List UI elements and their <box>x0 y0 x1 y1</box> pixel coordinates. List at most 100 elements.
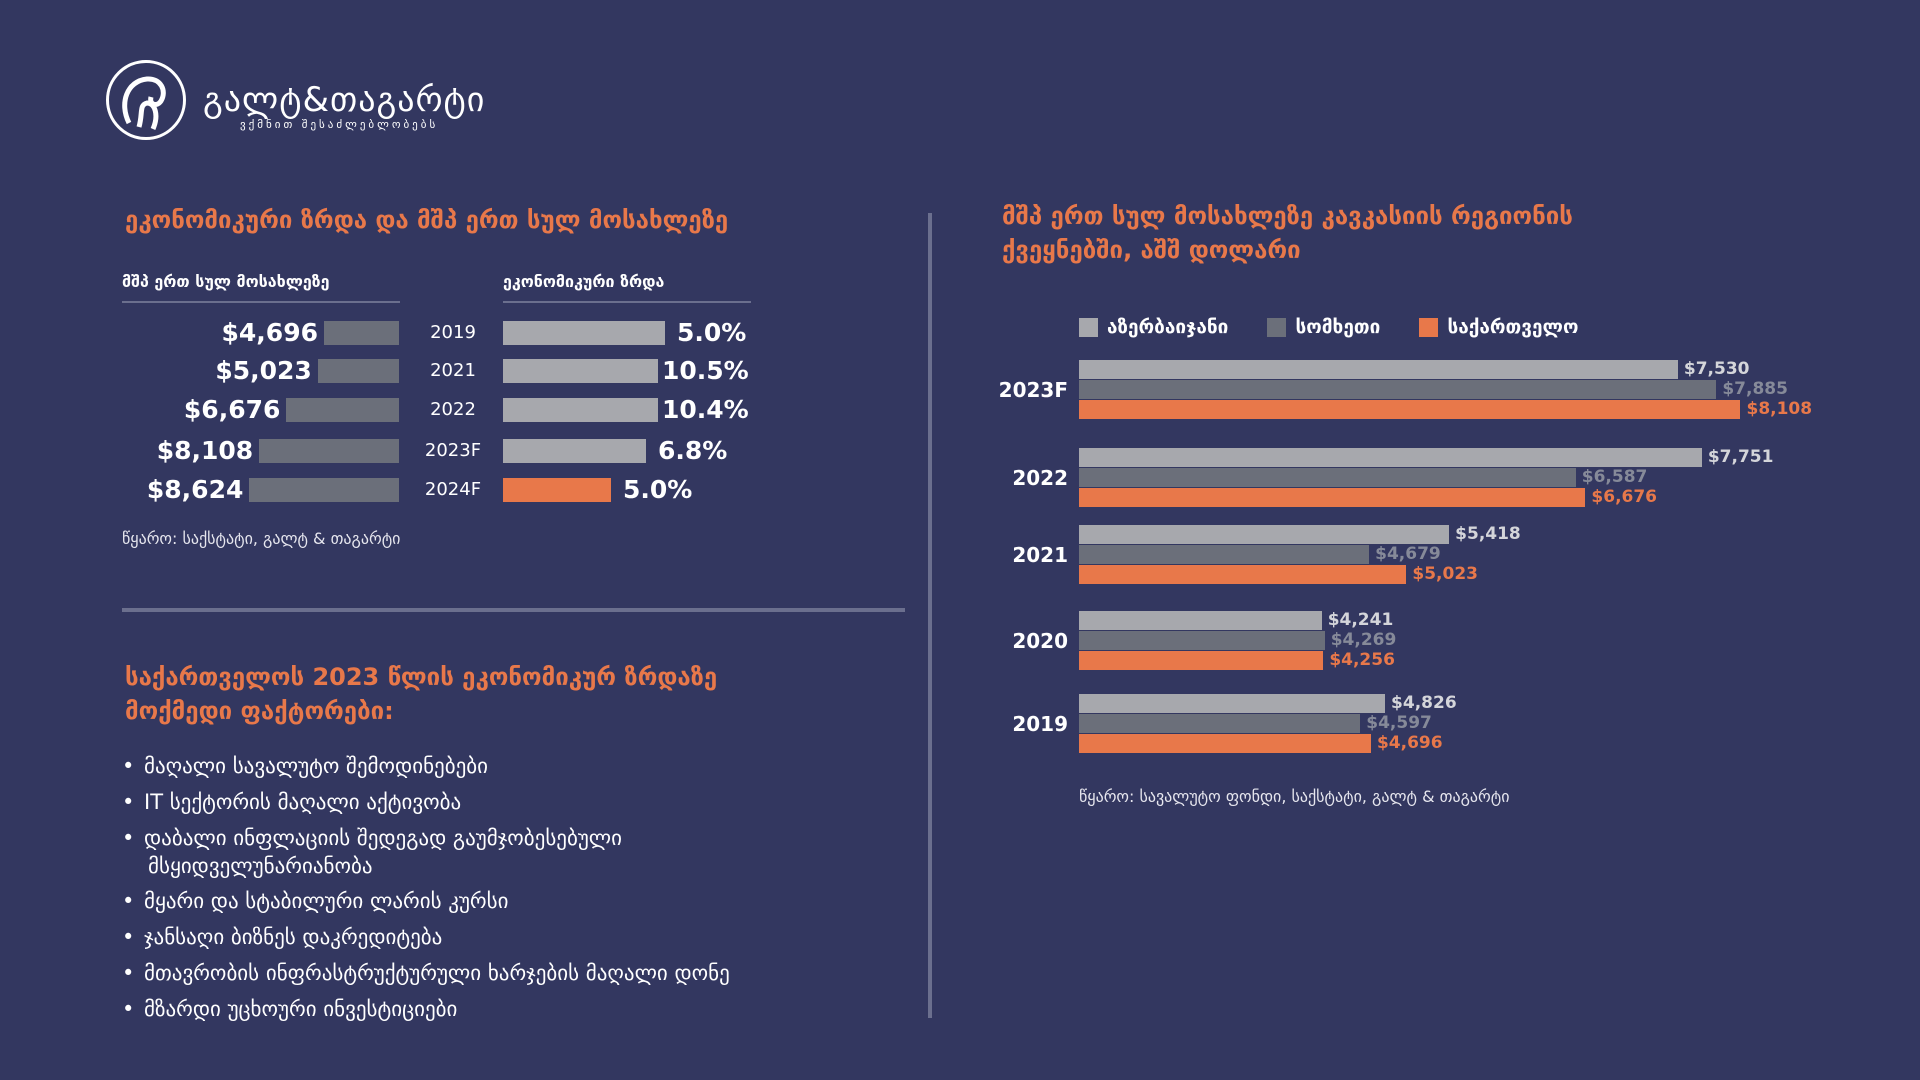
bar-აზერბაიჯანი <box>1079 525 1450 544</box>
legend-swatch <box>1419 317 1439 337</box>
horizontal-divider <box>122 608 905 612</box>
bar-აზერბაიჯანი <box>1079 694 1386 713</box>
table-row: $5,023 2021 10.5% <box>0 356 800 386</box>
list-item: მზარდი უცხოური ინვესტიციები <box>122 991 730 1027</box>
growth-bar <box>503 439 646 463</box>
growth-value: 6.8% <box>658 436 728 465</box>
gdp-value: $8,108 <box>156 436 254 465</box>
legend-swatch <box>1267 317 1287 337</box>
list-item: მსყიდველუნარიანობა <box>148 854 373 878</box>
bar-value: $4,256 <box>1329 650 1395 670</box>
factors-list: მაღალი სავალუტო შემოდინებები IT სექტორის… <box>122 748 730 1027</box>
bar-value: $6,676 <box>1591 487 1658 507</box>
left-source: წყარო: საქსტატი, გალტ & თაგარტი <box>122 529 401 548</box>
table-row: $8,108 2023F 6.8% <box>0 436 800 466</box>
growth-value: 5.0% <box>677 318 747 347</box>
legend-swatch <box>1079 317 1098 337</box>
factors-title-line1: საქართველოს 2023 წლის ეკონომიკურ ზრდაზე <box>125 663 718 691</box>
logo-ram-icon <box>106 60 186 140</box>
gdp-bar <box>259 439 399 463</box>
year-label: 2021 <box>430 360 476 381</box>
year-label: 2022 <box>430 399 476 420</box>
bar-სომხეთი <box>1079 380 1717 399</box>
right-title: მშპ ერთ სულ მოსახლეზე კავკასიის რეგიონის… <box>1002 199 1573 267</box>
bar-value: $8,108 <box>1746 399 1813 419</box>
bar-value: $7,530 <box>1683 359 1750 379</box>
group-label: 2021 <box>1012 543 1068 567</box>
legend-azerbaijan: აზერბაიჯანი <box>1079 316 1228 338</box>
bar-საქართველო <box>1079 400 1741 419</box>
vertical-divider <box>928 213 932 1018</box>
gdp-value: $6,676 <box>183 395 281 424</box>
growth-value: 10.4% <box>662 395 749 424</box>
gdp-growth-table: $4,696 2019 5.0% $5,023 2021 10.5% $6,676 2022 1… <box>0 318 800 508</box>
bar-value: $4,826 <box>1391 693 1457 713</box>
growth-bar <box>503 321 665 345</box>
growth-value: 10.5% <box>662 356 749 385</box>
bar-საქართველო <box>1079 651 1324 670</box>
gdp-value: $4,696 <box>221 318 318 347</box>
bar-value: $4,696 <box>1376 733 1443 753</box>
bar-value: $7,751 <box>1707 447 1774 467</box>
gdp-value: $8,624 <box>146 475 244 504</box>
bar-სომხეთი <box>1079 545 1370 564</box>
legend-georgia: საქართველო <box>1419 316 1578 338</box>
bar-value: $4,597 <box>1366 713 1432 733</box>
bar-value: $5,023 <box>1412 564 1478 584</box>
bar-value: $7,885 <box>1722 379 1788 399</box>
gdp-bar <box>286 398 399 422</box>
bar-value: $6,587 <box>1581 467 1648 487</box>
gdp-value: $5,023 <box>215 356 312 385</box>
bar-სომხეთი <box>1079 714 1361 733</box>
table-row: $4,696 2019 5.0% <box>0 318 800 348</box>
bar-value: $4,269 <box>1330 630 1397 650</box>
list-item: დაბალი ინფლაციის შედეგად გაუმჯობესებული <box>122 820 730 853</box>
list-item: IT სექტორის მაღალი აქტივობა <box>122 784 730 820</box>
gdp-bar <box>249 478 399 502</box>
bar-სომხეთი <box>1079 468 1576 487</box>
bar-აზერბაიჯანი <box>1079 611 1322 630</box>
left-title: ეკონომიკური ზრდა და მშპ ერთ სულ მოსახლეზ… <box>125 206 729 234</box>
group-label: 2020 <box>1012 629 1068 653</box>
bar-value: $4,241 <box>1327 610 1394 630</box>
growth-column-header: ეკონომიკური ზრდა <box>503 272 751 303</box>
gdp-column-header: მშპ ერთ სულ მოსახლეზე <box>122 272 400 303</box>
bar-სომხეთი <box>1079 631 1325 650</box>
year-label: 2023F <box>424 440 482 461</box>
bar-აზერბაიჯანი <box>1079 448 1702 467</box>
bar-საქართველო <box>1079 488 1586 507</box>
legend-label: საქართველო <box>1447 316 1579 338</box>
growth-bar <box>503 398 658 422</box>
right-title-line1: მშპ ერთ სულ მოსახლეზე კავკასიის რეგიონის <box>1002 202 1573 230</box>
gdp-bar <box>324 321 399 345</box>
brand-tagline: ვქმნით შესაძლებლობებს <box>240 118 439 131</box>
brand-name: გალტ&თაგარტი <box>203 80 486 120</box>
growth-bar <box>503 478 611 502</box>
gdp-bar <box>317 359 399 383</box>
year-label: 2019 <box>430 322 476 343</box>
bar-აზერბაიჯანი <box>1079 360 1678 379</box>
bar-value: $5,418 <box>1455 524 1521 544</box>
list-item: მაღალი სავალუტო შემოდინებები <box>122 748 730 784</box>
list-item: მთავრობის ინფრასტრუქტურული ხარჯების მაღა… <box>122 955 730 991</box>
year-label: 2024F <box>424 479 482 500</box>
bar-value: $4,679 <box>1375 544 1441 564</box>
growth-value: 5.0% <box>623 475 693 504</box>
legend-label: სომხეთი <box>1295 316 1381 338</box>
group-label: 2019 <box>1012 712 1068 736</box>
legend-armenia: სომხეთი <box>1267 316 1380 338</box>
table-row: $6,676 2022 10.4% <box>0 395 800 425</box>
group-label: 2022 <box>1012 466 1068 490</box>
factors-title: საქართველოს 2023 წლის ეკონომიკურ ზრდაზე … <box>125 660 717 728</box>
legend-label: აზერბაიჯანი <box>1107 316 1229 338</box>
chart-legend: აზერბაიჯანი სომხეთი საქართველო <box>1079 316 1612 341</box>
right-title-line2: ქვეყნებში, აშშ დოლარი <box>1002 236 1301 264</box>
bar-საქართველო <box>1079 565 1407 584</box>
list-item: მყარი და სტაბილური ლარის კურსი <box>122 883 730 919</box>
right-source: წყარო: სავალუტო ფონდი, საქსტატი, გალტ & … <box>1079 787 1510 806</box>
factors-title-line2: მოქმედი ფაქტორები: <box>125 697 394 725</box>
group-label: 2023F <box>998 378 1068 402</box>
growth-bar <box>503 359 658 383</box>
bar-საქართველო <box>1079 734 1371 753</box>
list-item: ჯანსაღი ბიზნეს დაკრედიტება <box>122 919 730 955</box>
